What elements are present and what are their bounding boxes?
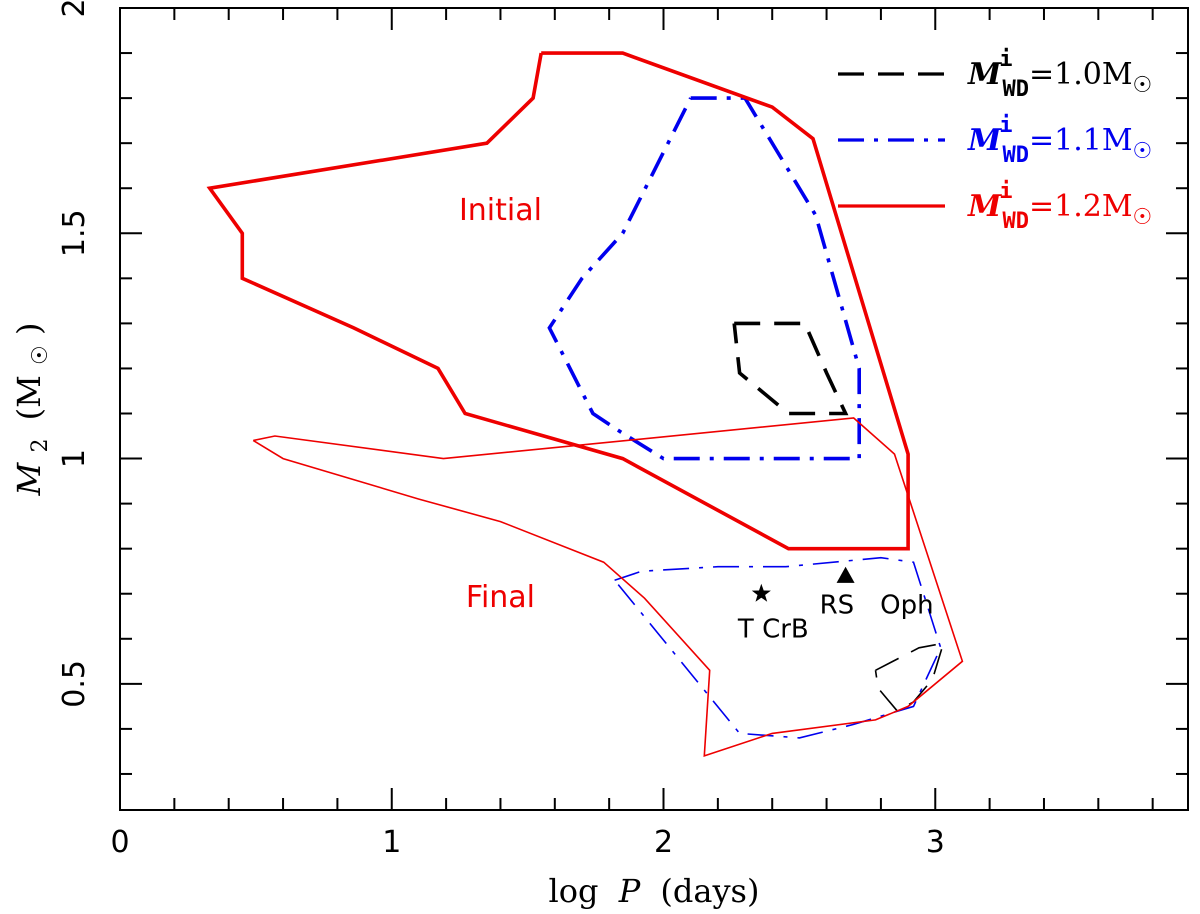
sun-symbol: ☉ [1133,205,1153,230]
legend-value: =1.2M [1029,189,1133,224]
legend-entry-wd10: Mi WD=1.0M☉ [967,47,1152,102]
series-curves [206,51,964,758]
legend-sub: WD [1002,209,1029,234]
sun-symbol: ☉ [1133,73,1153,98]
legend-var: M [967,123,1002,158]
tick-labels: 0 1 2 3 0.5 1 1.5 2 [57,0,945,860]
series-wd12-final-contour [252,417,964,758]
y-axis-subscript: 2 [28,439,53,453]
series-wd11-final-contour [613,556,942,739]
legend-entry-wd11: Mi WD=1.1M☉ [967,113,1152,168]
plot-frame [119,7,1189,811]
series-wd12-initial-contour [206,51,910,551]
object-points: T CrB RS Oph [737,566,934,645]
legend-var: M [967,189,1002,224]
x-tick-label: 0 [110,825,129,860]
y-tick-label: 0.5 [57,660,92,708]
star-marker [751,583,771,602]
legend-label: Mi WD=1.0M☉ [967,47,1152,102]
annotation-final: Final [466,580,535,615]
triangle-marker [836,566,855,583]
region-annotations: Initial Final [459,193,542,615]
legend-var: M [967,57,1002,92]
x-axis-title: log P (days) [549,872,760,910]
y-tick-label: 2 [57,0,92,18]
x-tick-label: 2 [654,825,673,860]
y-axis-variable: M [10,461,48,496]
annotation-initial: Initial [459,193,542,228]
point-label: T CrB [737,615,809,645]
legend-entry-wd12: Mi WD=1.2M☉ [967,179,1152,234]
series-wd11-initial-contour [547,96,862,461]
y-axis-title: M 2 (M ☉ ) [10,323,55,497]
legend: Mi WD=1.0M☉Mi WD=1.1M☉Mi WD=1.2M☉ [838,47,1152,234]
legend-sub: WD [1002,143,1029,168]
y-tick-label: 1 [57,449,92,468]
y-axis-unit-open: (M [10,375,48,420]
legend-sub: WD [1002,77,1029,102]
y-tick-label: 1.5 [57,209,92,257]
legend-sup: i [999,113,1012,138]
x-tick-label: 3 [926,825,945,860]
x-tick-label: 1 [382,825,401,860]
legend-value: =1.1M [1029,123,1133,158]
x-axis-variable: P [618,872,641,910]
y-axis-unit-sun-symbol: ☉ [28,345,53,365]
sun-symbol: ☉ [1133,139,1153,164]
legend-label: Mi WD=1.2M☉ [967,179,1152,234]
legend-label: Mi WD=1.1M☉ [967,113,1152,168]
series-wd10-initial-contour [732,321,849,416]
axis-ticks [119,7,1188,810]
point-label: RS Oph [820,591,934,621]
legend-sup: i [999,179,1012,204]
legend-sup: i [999,47,1012,72]
y-axis-unit-close: ) [10,323,48,335]
legend-value: =1.0M [1029,57,1133,92]
svg-text:M 2 (M ☉: M 2 (M ☉ ) [10,323,55,497]
x-axis-unit: (days) [660,872,759,910]
series-wd10-final-contour [874,642,945,712]
x-axis-prefix: log [549,872,599,910]
